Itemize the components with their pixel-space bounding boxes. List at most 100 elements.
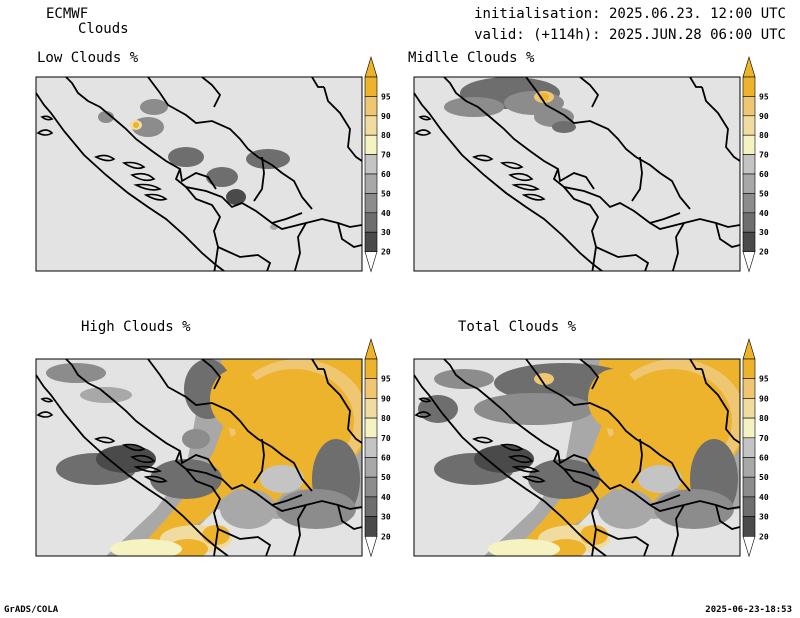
country-border bbox=[701, 86, 740, 162]
country-border bbox=[323, 86, 362, 162]
colorbar-segment bbox=[742, 231, 756, 252]
country-border bbox=[65, 77, 217, 190]
coastline bbox=[414, 411, 432, 418]
colorbar-segment bbox=[742, 96, 756, 117]
colorbar-segment bbox=[742, 358, 756, 380]
initialisation-label: initialisation: 2025.06.23. 12:00 UTC bbox=[474, 6, 786, 22]
colorbar-label: 30 bbox=[381, 228, 391, 237]
footer-software: GrADS/COLA bbox=[4, 605, 59, 615]
colorbar-segment bbox=[364, 398, 378, 419]
colorbar-segment bbox=[364, 193, 378, 214]
coastline bbox=[40, 397, 54, 403]
colorbar-segment bbox=[364, 115, 378, 136]
colorbar-segment bbox=[364, 76, 378, 97]
country-border bbox=[323, 368, 362, 444]
colorbar-label: 30 bbox=[759, 513, 769, 522]
colorbar-label: 20 bbox=[759, 532, 769, 541]
country-border bbox=[671, 504, 685, 556]
cloud-contour bbox=[654, 489, 734, 529]
coastline bbox=[511, 465, 540, 473]
country-border bbox=[552, 168, 681, 224]
country-border bbox=[65, 359, 217, 472]
country-border bbox=[147, 77, 313, 210]
cloud-contour bbox=[434, 369, 494, 389]
map-frame bbox=[35, 358, 363, 557]
colorbar-total: 95 90 80 70 60 50 40 30 20 bbox=[742, 337, 769, 558]
country-border bbox=[337, 222, 362, 248]
colorbar-segment bbox=[742, 476, 756, 498]
cloud-contour bbox=[444, 97, 504, 117]
cloud-contour bbox=[182, 429, 210, 449]
colorbar-segment bbox=[742, 134, 756, 155]
colorbar-label: 60 bbox=[759, 454, 769, 463]
cloud-contour bbox=[488, 539, 560, 556]
colorbar-segment bbox=[364, 496, 378, 517]
country-border bbox=[174, 450, 303, 506]
map-panel-middle bbox=[413, 76, 741, 272]
cloud-contour bbox=[226, 189, 246, 205]
colorbar-label: 80 bbox=[759, 131, 769, 140]
colorbar-segment bbox=[364, 457, 378, 478]
cloud-contour bbox=[260, 465, 304, 493]
cloud-contour bbox=[96, 445, 156, 473]
colorbar-segment bbox=[742, 437, 756, 458]
country-border bbox=[201, 359, 222, 390]
cloud-contour bbox=[110, 539, 182, 556]
country-border bbox=[36, 92, 226, 271]
colorbar-label: 40 bbox=[381, 209, 391, 218]
coastline bbox=[499, 443, 524, 452]
colorbar-label: 20 bbox=[381, 532, 391, 541]
colorbar-segment bbox=[742, 457, 756, 478]
country-border bbox=[253, 156, 265, 202]
colorbar-label: 90 bbox=[381, 394, 391, 403]
country-border bbox=[689, 359, 702, 370]
colorbar-segment bbox=[742, 398, 756, 419]
panel-title-high: High Clouds % bbox=[81, 319, 191, 335]
country-border bbox=[311, 77, 324, 88]
colorbar-label: 30 bbox=[381, 513, 391, 522]
colorbar-segment bbox=[364, 231, 378, 252]
colorbar-label: 40 bbox=[759, 209, 769, 218]
colorbar-label: 90 bbox=[381, 112, 391, 121]
colorbar-label: 95 bbox=[381, 92, 391, 101]
colorbar-segment bbox=[742, 173, 756, 194]
colorbar-label: 70 bbox=[759, 434, 769, 443]
colorbar-label: 70 bbox=[759, 151, 769, 160]
colorbar-segment bbox=[364, 378, 378, 399]
cloud-contour bbox=[98, 111, 114, 123]
coastline bbox=[133, 465, 162, 473]
country-border bbox=[595, 528, 650, 556]
coastline bbox=[508, 172, 534, 182]
colorbar-segment bbox=[742, 212, 756, 233]
colorbar-bottom-arrow bbox=[364, 251, 378, 273]
country-border bbox=[649, 218, 740, 230]
coastline bbox=[499, 161, 524, 170]
colorbar-label: 80 bbox=[381, 131, 391, 140]
coastline bbox=[521, 475, 546, 483]
cloud-contour bbox=[140, 99, 168, 115]
colorbar-label: 50 bbox=[381, 473, 391, 482]
colorbar-label: 60 bbox=[759, 170, 769, 179]
colorbar-segment bbox=[364, 516, 378, 537]
colorbar-label: 70 bbox=[381, 434, 391, 443]
coastline bbox=[472, 436, 494, 444]
cloud-contour bbox=[638, 465, 682, 493]
cloud-contour bbox=[150, 459, 222, 499]
colorbar-top-arrow bbox=[742, 55, 756, 78]
map-frame bbox=[413, 76, 741, 272]
cloud-contour bbox=[598, 489, 654, 529]
country-border bbox=[311, 359, 324, 370]
colorbar-segment bbox=[742, 378, 756, 399]
cloud-contour bbox=[418, 395, 458, 423]
colorbar-segment bbox=[742, 516, 756, 537]
colorbar-bottom-arrow bbox=[364, 536, 378, 558]
colorbar-label: 80 bbox=[759, 414, 769, 423]
country-border bbox=[253, 438, 265, 484]
cloud-contour bbox=[168, 147, 204, 167]
country-border bbox=[579, 359, 600, 390]
colorbar-segment bbox=[742, 496, 756, 517]
colorbar-label: 40 bbox=[381, 493, 391, 502]
colorbar-top-arrow bbox=[742, 337, 756, 360]
country-border bbox=[201, 77, 222, 108]
